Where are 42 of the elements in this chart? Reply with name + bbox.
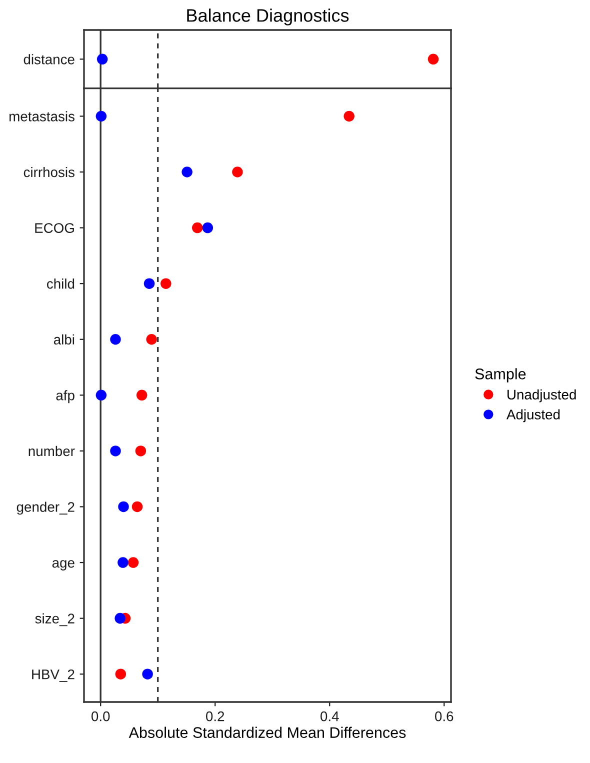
point	[118, 501, 129, 512]
point	[202, 222, 214, 234]
point	[115, 668, 126, 680]
point	[136, 390, 148, 401]
x-tick-label: 0.6	[435, 711, 454, 722]
point	[96, 390, 107, 401]
y-tick-label: size_2	[35, 613, 74, 626]
legend-label: Adjusted	[506, 409, 560, 422]
point	[96, 110, 107, 122]
y-tick-label: age	[52, 560, 74, 570]
point	[118, 557, 128, 568]
y-tick-label: metastasis	[10, 111, 74, 122]
legend-label: Unadjusted	[508, 389, 576, 402]
point	[192, 222, 203, 234]
legend-title: Sample	[475, 368, 526, 382]
chart-title: Balance Diagnostics	[187, 8, 349, 26]
x-tick-label: 0.0	[91, 711, 110, 722]
point	[135, 446, 146, 456]
y-tick-label: cirrhosis	[24, 166, 74, 178]
point	[160, 278, 172, 289]
point	[344, 110, 354, 122]
point	[182, 166, 192, 178]
point	[110, 446, 121, 456]
y-tick-label: number	[28, 446, 75, 456]
y-tick-label: distance	[24, 54, 74, 64]
y-tick-label: albi	[54, 334, 74, 345]
x-tick-label: 0.4	[320, 711, 339, 722]
point	[114, 612, 126, 624]
y-tick-label: child	[47, 278, 74, 289]
point	[110, 334, 121, 345]
point	[128, 557, 139, 568]
point	[232, 166, 243, 178]
x-tick-label: 0.2	[206, 711, 224, 722]
point	[142, 668, 153, 680]
y-tick-label: afp	[56, 390, 74, 404]
y-tick-label: HBV_2	[32, 669, 74, 682]
y-tick-label: gender_2	[16, 502, 74, 515]
y-tick-label: ECOG	[35, 223, 74, 233]
point	[132, 501, 143, 512]
point	[146, 334, 157, 345]
point	[144, 278, 155, 289]
x-axis-title: Absolute Standardized Mean Differences	[128, 726, 406, 738]
